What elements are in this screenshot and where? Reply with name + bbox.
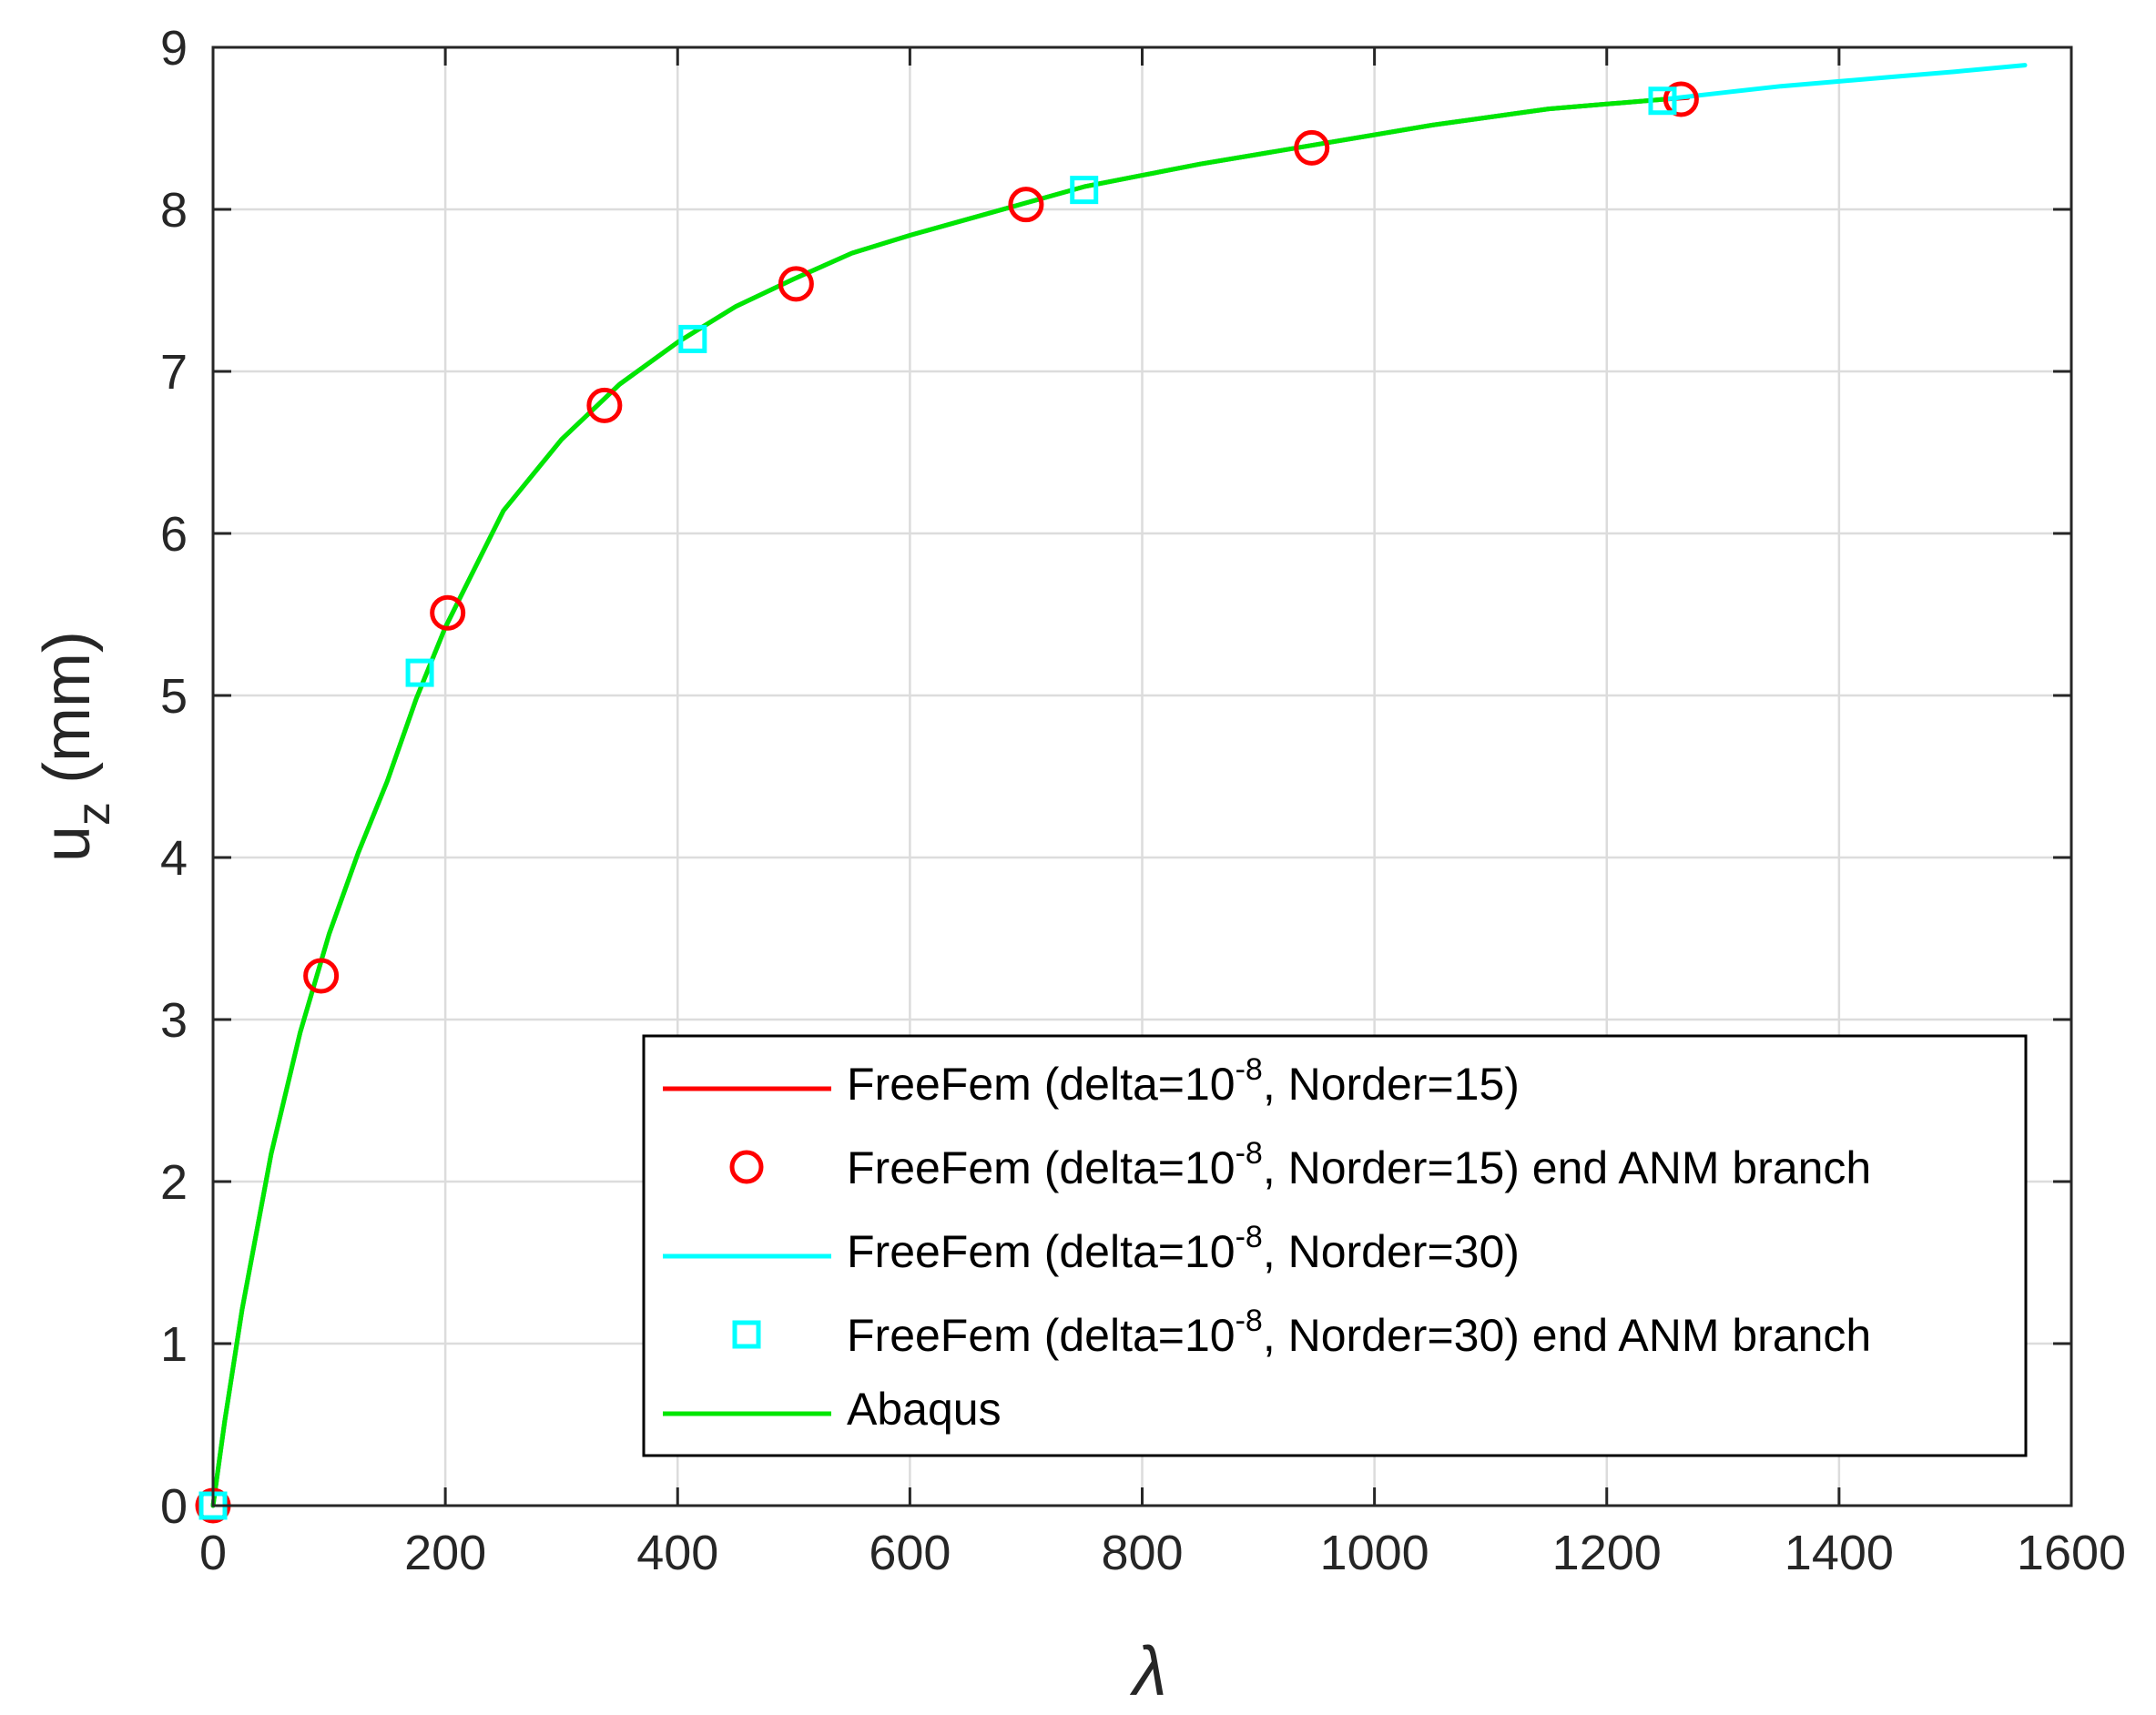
legend-swatch-circle <box>729 1150 764 1184</box>
legend: FreeFem (delta=10-8, Norder=15) FreeFem (… <box>642 1034 2028 1457</box>
y-axis-label-main: u <box>31 826 104 862</box>
legend-swatch-square <box>732 1320 761 1349</box>
legend-entry-ff15_points: FreeFem (delta=10-8, Norder=15) end ANM … <box>729 1136 1871 1193</box>
y-tick-label: 5 <box>160 669 188 724</box>
y-tick-label: 4 <box>160 831 188 886</box>
marker-circle <box>1008 187 1044 223</box>
marker-circle <box>430 594 466 631</box>
legend-label: FreeFem (delta=10-8, Norder=15) end ANM … <box>847 1136 1871 1193</box>
axis-ticks: 0 200 400 600 800 1000 1200 1400 1600 0 1 2 3 4 5 6 7 8 9 <box>160 21 2126 1580</box>
y-axis-label-suffix: (mm) <box>31 631 104 802</box>
series-line-abaqus <box>210 96 1667 1508</box>
legend-label: FreeFem (delta=10-8, Norder=30) <box>847 1220 1520 1277</box>
x-tick-label: 200 <box>404 1526 486 1580</box>
x-tick-label: 1400 <box>1785 1526 1894 1580</box>
legend-entry-abaqus: Abaqus <box>663 1384 1002 1435</box>
x-tick-label: 800 <box>1101 1526 1183 1580</box>
x-axis-label: λ <box>1129 1633 1166 1710</box>
marker-circle <box>1294 129 1330 166</box>
marker-circle <box>778 266 814 302</box>
marker-square <box>1648 86 1677 116</box>
legend-label: FreeFem (delta=10-8, Norder=30) end ANM … <box>847 1304 1871 1361</box>
x-tick-label: 0 <box>199 1526 227 1580</box>
y-axis-label: uz (mm) <box>31 631 120 862</box>
y-tick-label: 7 <box>160 345 188 400</box>
y-tick-label: 0 <box>160 1479 188 1534</box>
marker-circle <box>303 958 340 994</box>
plot-series <box>195 63 2028 1524</box>
legend-entry-ff30_line: FreeFem (delta=10-8, Norder=30) <box>663 1220 1520 1277</box>
marker-square <box>405 658 434 687</box>
marker-circle <box>1663 81 1699 117</box>
y-tick-label: 3 <box>160 993 188 1048</box>
legend-entry-ff30_points: FreeFem (delta=10-8, Norder=30) end ANM … <box>732 1304 1871 1361</box>
legend-label: Abaqus <box>847 1384 1002 1435</box>
x-tick-label: 400 <box>636 1526 718 1580</box>
x-tick-label: 1000 <box>1320 1526 1429 1580</box>
y-tick-label: 1 <box>160 1317 188 1372</box>
legend-entry-ff15_line: FreeFem (delta=10-8, Norder=15) <box>663 1052 1520 1110</box>
legend-box <box>642 1034 2028 1457</box>
svg-text:uz (mm): uz (mm) <box>31 631 120 862</box>
marker-square <box>1070 176 1099 205</box>
y-tick-label: 8 <box>160 183 188 238</box>
legend-label: FreeFem (delta=10-8, Norder=15) <box>847 1052 1520 1110</box>
y-axis-label-sub: z <box>67 802 120 826</box>
grid <box>213 47 2071 1506</box>
y-tick-label: 6 <box>160 507 188 562</box>
x-tick-label: 600 <box>869 1526 951 1580</box>
y-tick-label: 9 <box>160 21 188 76</box>
marker-circle <box>586 387 623 423</box>
marker-square <box>678 324 707 353</box>
y-tick-label: 2 <box>160 1155 188 1210</box>
x-tick-label: 1200 <box>1552 1526 1662 1580</box>
x-tick-label: 1600 <box>2017 1526 2126 1580</box>
